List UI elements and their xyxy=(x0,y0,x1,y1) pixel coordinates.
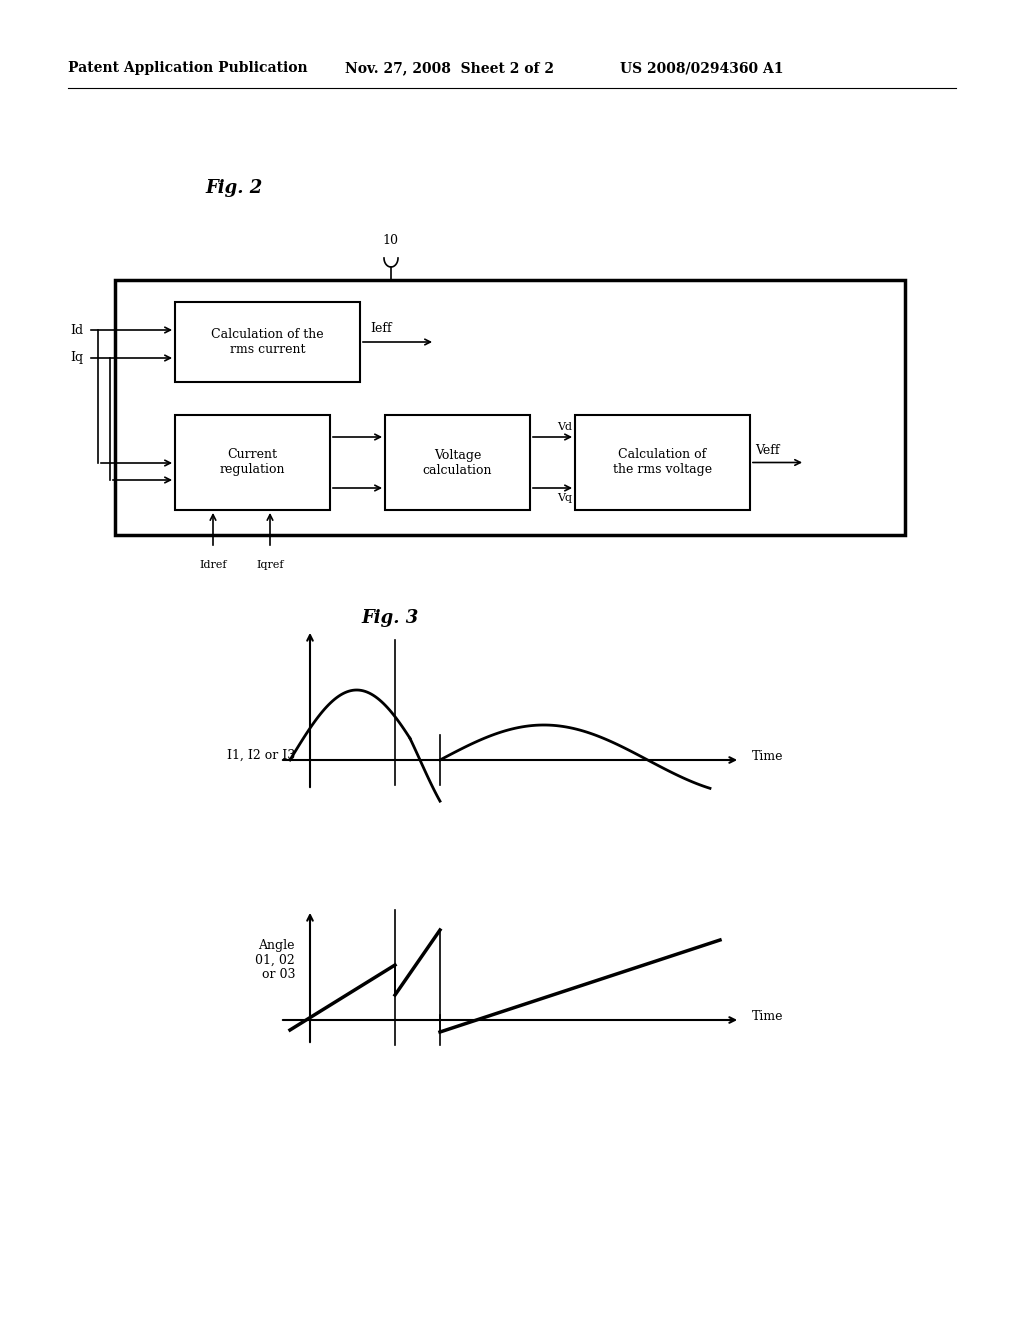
Text: Iqref: Iqref xyxy=(256,560,284,570)
Bar xyxy=(115,280,905,535)
Bar xyxy=(175,414,330,510)
Text: Time: Time xyxy=(752,1010,783,1023)
Text: Fig. 3: Fig. 3 xyxy=(361,609,419,627)
Bar xyxy=(175,302,360,381)
Text: Voltage
calculation: Voltage calculation xyxy=(423,449,493,477)
Text: Patent Application Publication: Patent Application Publication xyxy=(68,61,307,75)
Text: Ieff: Ieff xyxy=(370,322,391,335)
Text: Vd: Vd xyxy=(557,422,572,432)
Text: Calculation of the
rms current: Calculation of the rms current xyxy=(211,327,324,356)
Text: Idref: Idref xyxy=(200,560,226,570)
Text: Angle
01, 02
or 03: Angle 01, 02 or 03 xyxy=(255,939,295,982)
Text: Veff: Veff xyxy=(755,444,779,457)
Text: Fig. 2: Fig. 2 xyxy=(205,180,262,197)
Bar xyxy=(575,414,750,510)
Text: Nov. 27, 2008  Sheet 2 of 2: Nov. 27, 2008 Sheet 2 of 2 xyxy=(345,61,554,75)
Text: 10: 10 xyxy=(382,234,398,247)
Bar xyxy=(385,414,530,510)
Text: Iq: Iq xyxy=(70,351,83,364)
Text: Calculation of
the rms voltage: Calculation of the rms voltage xyxy=(613,449,712,477)
Text: Time: Time xyxy=(752,750,783,763)
Text: Current
regulation: Current regulation xyxy=(220,449,286,477)
Text: US 2008/0294360 A1: US 2008/0294360 A1 xyxy=(620,61,783,75)
Text: Vq: Vq xyxy=(557,492,572,503)
Text: I1, I2 or I3: I1, I2 or I3 xyxy=(226,748,295,762)
Text: Id: Id xyxy=(70,323,83,337)
